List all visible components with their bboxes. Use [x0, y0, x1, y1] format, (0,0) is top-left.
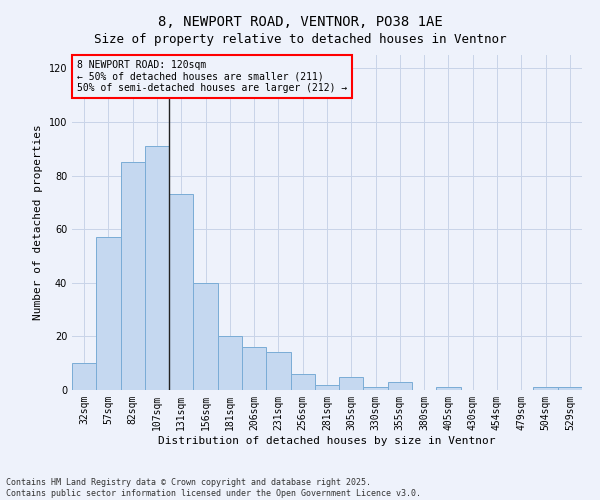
Bar [436, 388, 461, 390]
Text: 8 NEWPORT ROAD: 120sqm
← 50% of detached houses are smaller (211)
50% of semi-de: 8 NEWPORT ROAD: 120sqm ← 50% of detached… [77, 60, 347, 93]
Bar [72, 363, 96, 390]
Bar [169, 194, 193, 390]
Text: Contains HM Land Registry data © Crown copyright and database right 2025.
Contai: Contains HM Land Registry data © Crown c… [6, 478, 421, 498]
Text: Size of property relative to detached houses in Ventnor: Size of property relative to detached ho… [94, 32, 506, 46]
Bar [121, 162, 145, 390]
Bar [315, 384, 339, 390]
Bar [388, 382, 412, 390]
Text: 8, NEWPORT ROAD, VENTNOR, PO38 1AE: 8, NEWPORT ROAD, VENTNOR, PO38 1AE [158, 15, 442, 29]
Bar [145, 146, 169, 390]
Bar [364, 388, 388, 390]
Bar [193, 283, 218, 390]
Bar [96, 237, 121, 390]
Y-axis label: Number of detached properties: Number of detached properties [33, 124, 43, 320]
Bar [558, 388, 582, 390]
Bar [242, 347, 266, 390]
X-axis label: Distribution of detached houses by size in Ventnor: Distribution of detached houses by size … [158, 436, 496, 446]
Bar [533, 388, 558, 390]
Bar [339, 376, 364, 390]
Bar [290, 374, 315, 390]
Bar [218, 336, 242, 390]
Bar [266, 352, 290, 390]
